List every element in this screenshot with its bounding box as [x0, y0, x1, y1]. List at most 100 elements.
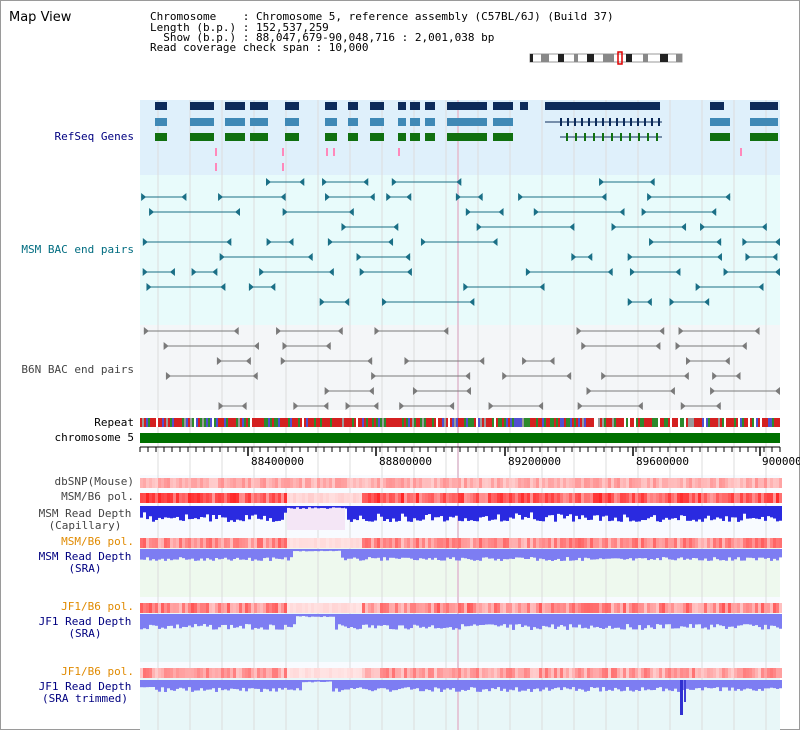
- msm-bac-pair-end: [405, 253, 411, 261]
- msm-bac-background: [140, 175, 780, 325]
- msm-bac-pair-end: [191, 268, 197, 276]
- ideogram-band: [587, 54, 594, 62]
- msm-pol-track-label[interactable]: MSM/B6 pol.: [61, 490, 134, 503]
- msm-bac-pair-end: [533, 208, 539, 216]
- refseq-track-label[interactable]: RefSeq Genes: [54, 130, 134, 143]
- b6n-bac-pair-end: [293, 402, 299, 410]
- axis-tick-label: 89200000: [508, 455, 561, 468]
- axis-tick-label: 88400000: [251, 455, 304, 468]
- msm-depth-sra-label[interactable]: MSM Read Depth: [38, 550, 132, 563]
- gene-feature: [493, 133, 513, 141]
- msm-bac-pair-end: [723, 268, 729, 276]
- ideogram-band: [530, 54, 533, 62]
- depth-spike: [680, 680, 683, 715]
- msm-bac-pair-end: [319, 298, 325, 306]
- gene-marker: [282, 148, 284, 156]
- gene-feature: [710, 133, 730, 141]
- b6n-bac-pair-end: [165, 372, 171, 380]
- msm-bac-pair-end: [266, 178, 272, 186]
- gene-feature: [710, 118, 730, 126]
- msm-bac-pair-end: [181, 193, 187, 201]
- ideogram-band: [643, 54, 648, 62]
- msm-bac-pair-end: [141, 193, 147, 201]
- b6n-bac-pair-end: [216, 357, 222, 365]
- gene-feature: [325, 118, 337, 126]
- msm-bac-pair-end: [348, 208, 354, 216]
- jf1-pol-label[interactable]: JF1/B6 pol.: [61, 600, 134, 613]
- jf1-pol-trimmed-label[interactable]: JF1/B6 pol.: [61, 665, 134, 678]
- msm-bac-pair-end: [695, 283, 701, 291]
- msm-bac-pair-end: [607, 268, 613, 276]
- b6n-bac-track-label[interactable]: B6N BAC end pairs: [21, 363, 134, 376]
- b6n-bac-pair-end: [577, 402, 583, 410]
- gene-exon: [656, 133, 658, 141]
- msm-bac-pair-end: [700, 223, 706, 231]
- msm-bac-pair-end: [226, 238, 232, 246]
- dbsnp-track-label[interactable]: dbSNP(Mouse): [54, 475, 134, 488]
- refseq-genes-track[interactable]: [155, 102, 778, 171]
- b6n-bac-pair-end: [233, 327, 239, 335]
- jf1-depth-label[interactable]: JF1 Read Depth: [38, 615, 132, 628]
- repeat-track[interactable]: [140, 418, 780, 427]
- msm-pol-sra-label[interactable]: MSM/B6 pol.: [61, 535, 134, 548]
- b6n-bac-pair-end: [683, 372, 689, 380]
- chromosome-ideogram[interactable]: [529, 51, 683, 65]
- msm-bac-pair-end: [280, 193, 286, 201]
- b6n-bac-pair-end: [754, 327, 760, 335]
- msm-bac-track[interactable]: [141, 178, 780, 306]
- msm-bac-pair-end: [601, 193, 607, 201]
- msm-bac-pair-end: [716, 238, 722, 246]
- msm-bac-pair-end: [328, 268, 334, 276]
- msm-bac-pair-end: [681, 223, 687, 231]
- gene-feature: [225, 118, 245, 126]
- b6n-bac-pair-end: [637, 402, 643, 410]
- msm-bac-pair-end: [758, 283, 764, 291]
- b6n-bac-track[interactable]: [143, 327, 780, 410]
- jf1-depth-trimmed-label[interactable]: JF1 Read Depth: [38, 680, 132, 693]
- msm-bac-pair-end: [356, 253, 362, 261]
- msm-bac-pair-end: [406, 268, 412, 276]
- b6n-bac-pair-end: [678, 327, 684, 335]
- b6n-bac-pair-end: [680, 402, 686, 410]
- msm-depth-cap-label[interactable]: MSM Read Depth: [38, 507, 132, 520]
- gene-marker: [333, 148, 335, 156]
- gene-exon: [584, 133, 586, 141]
- quantitative-tracks[interactable]: [140, 478, 782, 715]
- msm-bac-track-label[interactable]: MSM BAC end pairs: [21, 243, 134, 256]
- gene-feature: [348, 102, 358, 110]
- gene-feature: [425, 133, 435, 141]
- gene-exon: [637, 118, 639, 126]
- msm-depth-sra-sublabel: (SRA): [68, 562, 102, 575]
- gene-marker: [215, 148, 217, 156]
- gene-feature: [398, 118, 406, 126]
- ideogram-band: [541, 54, 549, 62]
- gene-feature: [190, 102, 214, 110]
- b6n-bac-pair-end: [241, 402, 247, 410]
- msm-bac-pair-end: [307, 253, 313, 261]
- msm-bac-pair-end: [775, 238, 780, 246]
- msm-bac-pair-end: [169, 268, 175, 276]
- gene-feature: [750, 102, 778, 110]
- b6n-bac-pair-end: [374, 327, 380, 335]
- ideogram-band: [603, 54, 614, 62]
- low-coverage-region: [287, 506, 345, 530]
- msm-bac-pair-end: [235, 208, 241, 216]
- msm-bac-pair-end: [587, 253, 593, 261]
- b6n-bac-pair-end: [538, 402, 544, 410]
- gene-exon: [651, 118, 653, 126]
- b6n-bac-pair-end: [715, 402, 721, 410]
- msm-bac-pair-end: [382, 298, 388, 306]
- msm-bac-pair-end: [704, 298, 710, 306]
- b6n-bac-pair-end: [368, 387, 374, 395]
- msm-bac-pair-end: [322, 178, 328, 186]
- b6n-bac-pair-end: [323, 402, 329, 410]
- b6n-bac-pair-end: [373, 402, 379, 410]
- b6n-bac-pair-end: [324, 387, 330, 395]
- gene-feature: [425, 118, 435, 126]
- gene-feature: [225, 133, 245, 141]
- gene-exon: [658, 118, 660, 126]
- chromosome-info: Chromosome : Chromosome 5, reference ass…: [150, 10, 614, 23]
- msm-bac-pair-end: [388, 238, 394, 246]
- msm-bac-pair-end: [649, 178, 655, 186]
